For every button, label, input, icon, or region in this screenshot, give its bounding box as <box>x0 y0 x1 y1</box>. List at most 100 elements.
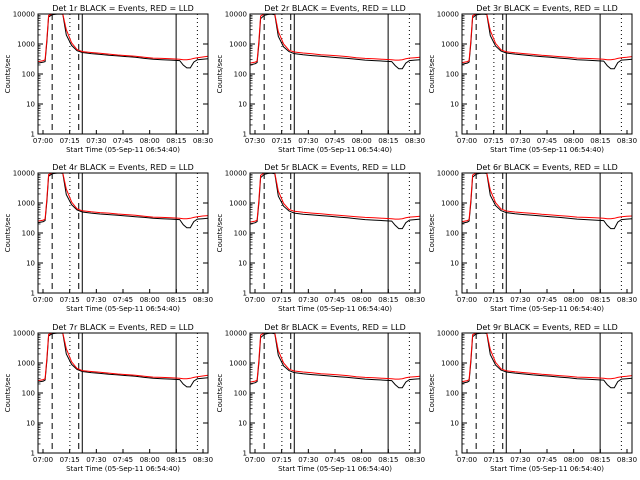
x-tick-label: 07:15 <box>484 456 504 464</box>
y-tick-label: 10 <box>450 420 459 428</box>
y-axis-label: Counts/sec <box>4 55 12 94</box>
y-tick-label: 10000 <box>13 11 35 19</box>
y-axis-label: Counts/sec <box>4 374 12 413</box>
y-tick-label: 1000 <box>17 200 35 208</box>
x-tick-label: 08:00 <box>140 296 160 304</box>
x-tick-label: 07:45 <box>325 296 345 304</box>
x-tick-label: 07:45 <box>537 456 557 464</box>
panel-3: Det 3r BLACK = Events, RED = LLD Counts/s… <box>428 4 637 154</box>
x-tick-label: 08:15 <box>590 456 610 464</box>
series-line-events <box>37 13 209 69</box>
x-tick-label: 07:30 <box>510 296 530 304</box>
x-tick-label: 08:00 <box>140 456 160 464</box>
x-tick-label: 07:30 <box>86 456 106 464</box>
x-tick-label: 07:15 <box>484 296 504 304</box>
x-tick-label: 07:30 <box>510 456 530 464</box>
x-tick-label: 07:30 <box>298 296 318 304</box>
y-tick-label: 10000 <box>13 330 35 338</box>
x-tick-label: 08:15 <box>378 137 398 145</box>
y-axis-label: Counts/sec <box>4 214 12 253</box>
panel-9: Det 9r BLACK = Events, RED = LLD Counts/s… <box>428 323 637 473</box>
x-tick-label: 07:00 <box>457 296 477 304</box>
y-tick-label: 1000 <box>441 360 459 368</box>
plot-frame <box>37 332 209 454</box>
y-tick-label: 1000 <box>17 360 35 368</box>
x-tick-label: 07:30 <box>298 456 318 464</box>
panel-title: Det 5r BLACK = Events, RED = LLD <box>264 163 406 172</box>
panel-1: Det 1r BLACK = Events, RED = LLD Counts/s… <box>4 4 213 154</box>
y-tick-label: 10000 <box>225 170 247 178</box>
y-tick-label: 100 <box>234 390 247 398</box>
x-tick-label: 08:15 <box>378 296 398 304</box>
x-tick-label: 08:00 <box>352 137 372 145</box>
y-tick-label: 100 <box>234 230 247 238</box>
y-tick-label: 1000 <box>229 200 247 208</box>
panel-5: Det 5r BLACK = Events, RED = LLD Counts/s… <box>216 163 425 313</box>
x-tick-label: 07:00 <box>457 137 477 145</box>
y-tick-label: 100 <box>446 390 459 398</box>
plot-frame <box>461 13 633 135</box>
panel-4: Det 4r BLACK = Events, RED = LLD Counts/s… <box>4 163 213 313</box>
plot-frame <box>249 332 421 454</box>
x-tick-label: 08:30 <box>617 137 637 145</box>
panel-title: Det 3r BLACK = Events, RED = LLD <box>476 4 618 13</box>
x-tick-label: 08:00 <box>352 456 372 464</box>
y-tick-label: 100 <box>446 230 459 238</box>
x-tick-label: 07:00 <box>33 296 53 304</box>
y-tick-label: 1000 <box>441 200 459 208</box>
panel-8: Det 8r BLACK = Events, RED = LLD Counts/s… <box>216 323 425 473</box>
x-tick-label: 07:45 <box>325 456 345 464</box>
y-tick-label: 10 <box>26 101 35 109</box>
x-axis-label: Start Time (05-Sep-11 06:54:40) <box>278 465 392 473</box>
panel-2: Det 2r BLACK = Events, RED = LLD Counts/s… <box>216 4 425 154</box>
y-axis-label: Counts/sec <box>428 374 436 413</box>
x-tick-label: 08:15 <box>590 137 610 145</box>
y-tick-label: 10 <box>238 101 247 109</box>
x-tick-label: 08:00 <box>564 137 584 145</box>
y-tick-label: 1000 <box>441 41 459 49</box>
x-tick-label: 07:15 <box>60 456 80 464</box>
x-tick-label: 07:00 <box>457 456 477 464</box>
x-tick-label: 07:45 <box>537 137 557 145</box>
x-tick-label: 07:30 <box>245 137 265 145</box>
x-tick-label: 07:15 <box>272 456 292 464</box>
x-tick-label: 08:00 <box>564 296 584 304</box>
plot-frame <box>37 13 209 135</box>
x-tick-label: 08:30 <box>405 296 425 304</box>
series-line-events <box>249 13 421 70</box>
x-tick-label: 08:30 <box>193 137 213 145</box>
panel-7: Det 7r BLACK = Events, RED = LLD Counts/s… <box>4 323 213 473</box>
x-tick-label: 08:00 <box>140 137 160 145</box>
series-line-events <box>37 172 209 229</box>
y-tick-label: 1 <box>455 450 459 458</box>
x-tick-label: 07:15 <box>60 137 80 145</box>
series-line-events <box>461 172 633 230</box>
x-tick-label: 07:00 <box>245 296 265 304</box>
y-tick-label: 1 <box>455 131 459 139</box>
x-tick-label: 08:30 <box>193 456 213 464</box>
panel-title: Det 2r BLACK = Events, RED = LLD <box>264 4 406 13</box>
y-axis-label: Counts/sec <box>428 55 436 94</box>
panel-6: Det 6r BLACK = Events, RED = LLD Counts/s… <box>428 163 637 313</box>
y-tick-label: 10000 <box>225 11 247 19</box>
series-line-events <box>249 172 421 230</box>
x-tick-label: 08:15 <box>166 456 186 464</box>
y-axis-label: Counts/sec <box>428 214 436 253</box>
x-tick-label: 08:30 <box>193 296 213 304</box>
x-tick-label: 07:15 <box>272 296 292 304</box>
y-tick-label: 1 <box>31 131 35 139</box>
x-tick-label: 08:15 <box>166 137 186 145</box>
x-axis-label: Start Time (05-Sep-11 06:54:40) <box>66 305 180 313</box>
x-tick-label: 08:30 <box>405 456 425 464</box>
x-tick-label: 08:15 <box>590 296 610 304</box>
x-tick-label: 07:45 <box>537 296 557 304</box>
x-tick-label: 07:45 <box>113 137 133 145</box>
panel-title: Det 1r BLACK = Events, RED = LLD <box>52 4 194 13</box>
plot-frame <box>461 172 633 294</box>
x-tick-label: 08:00 <box>564 456 584 464</box>
panel-title: Det 4r BLACK = Events, RED = LLD <box>52 163 194 172</box>
y-axis-label: Counts/sec <box>216 214 224 253</box>
x-axis-label: Start Time (05-Sep-11 06:54:40) <box>278 146 392 154</box>
x-tick-label: 08:30 <box>617 456 637 464</box>
x-tick-label: 08:15 <box>166 296 186 304</box>
